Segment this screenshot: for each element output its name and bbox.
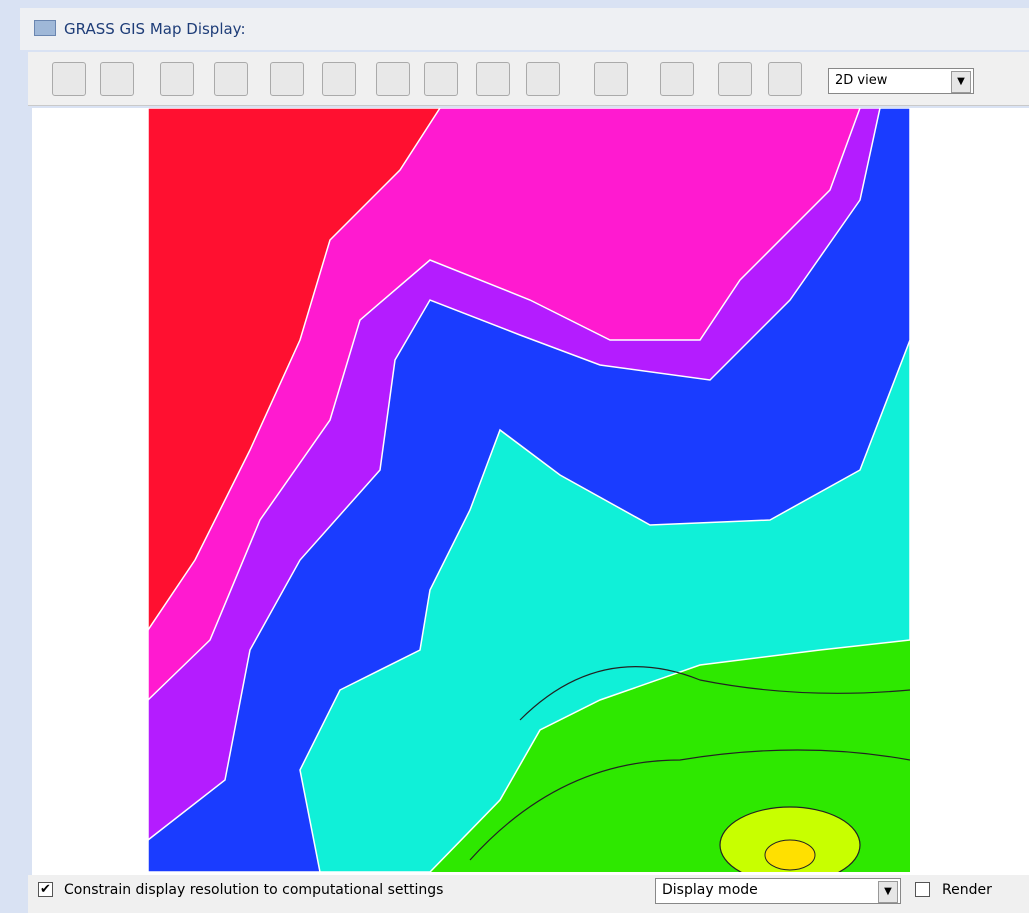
elevation-map <box>148 108 910 872</box>
window-title: GRASS GIS Map Display: <box>64 20 246 38</box>
pointer-button[interactable] <box>214 62 248 96</box>
zoom-out-button[interactable] <box>424 62 458 96</box>
dropdown-arrow[interactable]: ▼ <box>951 71 971 93</box>
contour <box>469 749 910 861</box>
map-magenta <box>148 108 861 702</box>
constrain-checkbox[interactable]: ✔ <box>38 882 53 897</box>
render-button[interactable] <box>100 62 134 96</box>
render-checkbox[interactable] <box>915 882 930 897</box>
map-peak <box>764 839 816 871</box>
map-red <box>148 108 441 632</box>
pan-button[interactable] <box>322 62 356 96</box>
app-icon <box>34 20 56 36</box>
zoom-in-button[interactable] <box>376 62 410 96</box>
view-select-text: 2D view <box>835 73 888 88</box>
display-button[interactable] <box>52 62 86 96</box>
mode-select[interactable]: Display mode ▼ <box>655 878 901 904</box>
erase-button[interactable] <box>160 62 194 96</box>
dropdown-arrow[interactable]: ▼ <box>878 881 898 903</box>
view-select[interactable]: 2D view ▼ <box>828 68 974 94</box>
mode-select-text: Display mode <box>662 882 758 898</box>
zoom-menu-button[interactable] <box>526 62 560 96</box>
overlay-button[interactable] <box>660 62 694 96</box>
zoom-back-button[interactable] <box>476 62 510 96</box>
title-bar <box>20 8 1029 50</box>
render-label: Render <box>942 882 992 898</box>
print-button[interactable] <box>768 62 802 96</box>
analyze-button[interactable] <box>594 62 628 96</box>
constrain-label: Constrain display resolution to computat… <box>64 882 444 898</box>
contour <box>519 666 910 721</box>
query-button[interactable] <box>270 62 304 96</box>
save-button[interactable] <box>718 62 752 96</box>
